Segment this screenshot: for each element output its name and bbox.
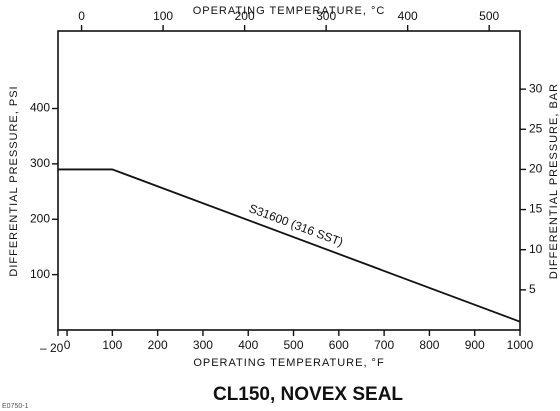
x-tick-label: 400 [238, 338, 258, 352]
y2-tick-label: 5 [529, 282, 536, 296]
x2-tick-label: 200 [235, 9, 255, 23]
plot-frame [57, 30, 521, 331]
y-tick-label: 200 [30, 211, 50, 225]
x2-tick-label: 0 [78, 9, 85, 23]
x-axis-title: OPERATING TEMPERATURE, °F [193, 357, 384, 369]
x-tick-label: 100 [102, 338, 122, 352]
x2-tick-label: 500 [479, 9, 499, 23]
y-axis-title: DIFFERENTIAL PRESSURE, PSI [8, 85, 20, 276]
y2-tick-label: 25 [529, 121, 543, 135]
x-tick-label: 600 [329, 338, 349, 352]
x-tick-label: 200 [148, 338, 168, 352]
x2-tick-label: 400 [398, 9, 418, 23]
data-line [58, 168, 521, 323]
y2-tick-label: 10 [529, 242, 543, 256]
x2-tick-label: 300 [316, 9, 336, 23]
chart-title: CL150, NOVEX SEAL [213, 384, 403, 405]
x-tick-label: 900 [465, 338, 485, 352]
y2-tick-label: 20 [529, 162, 543, 176]
x-tick-label: – 20 [40, 341, 64, 355]
x-tick-label: 800 [419, 338, 439, 352]
x-tick-label: 700 [374, 338, 394, 352]
x-tick-label: 300 [193, 338, 213, 352]
y-tick-label: 100 [30, 267, 50, 281]
figure-id: E0750-1 [2, 403, 29, 410]
y-tick-label: 300 [30, 156, 50, 170]
y2-tick-label: 15 [529, 202, 543, 216]
x-tick-label: 0 [64, 338, 71, 352]
y2-axis-title: DIFFERENTIAL PRESSURE, BAR [548, 83, 560, 279]
x2-tick-label: 100 [153, 9, 173, 23]
x2-axis-title: OPERATING TEMPERATURE, °C [193, 5, 386, 17]
y-tick-label: 400 [30, 101, 50, 115]
x-tick-label: 1000 [507, 338, 534, 352]
y2-tick-label: 30 [529, 81, 543, 95]
x-tick-label: 500 [284, 338, 304, 352]
